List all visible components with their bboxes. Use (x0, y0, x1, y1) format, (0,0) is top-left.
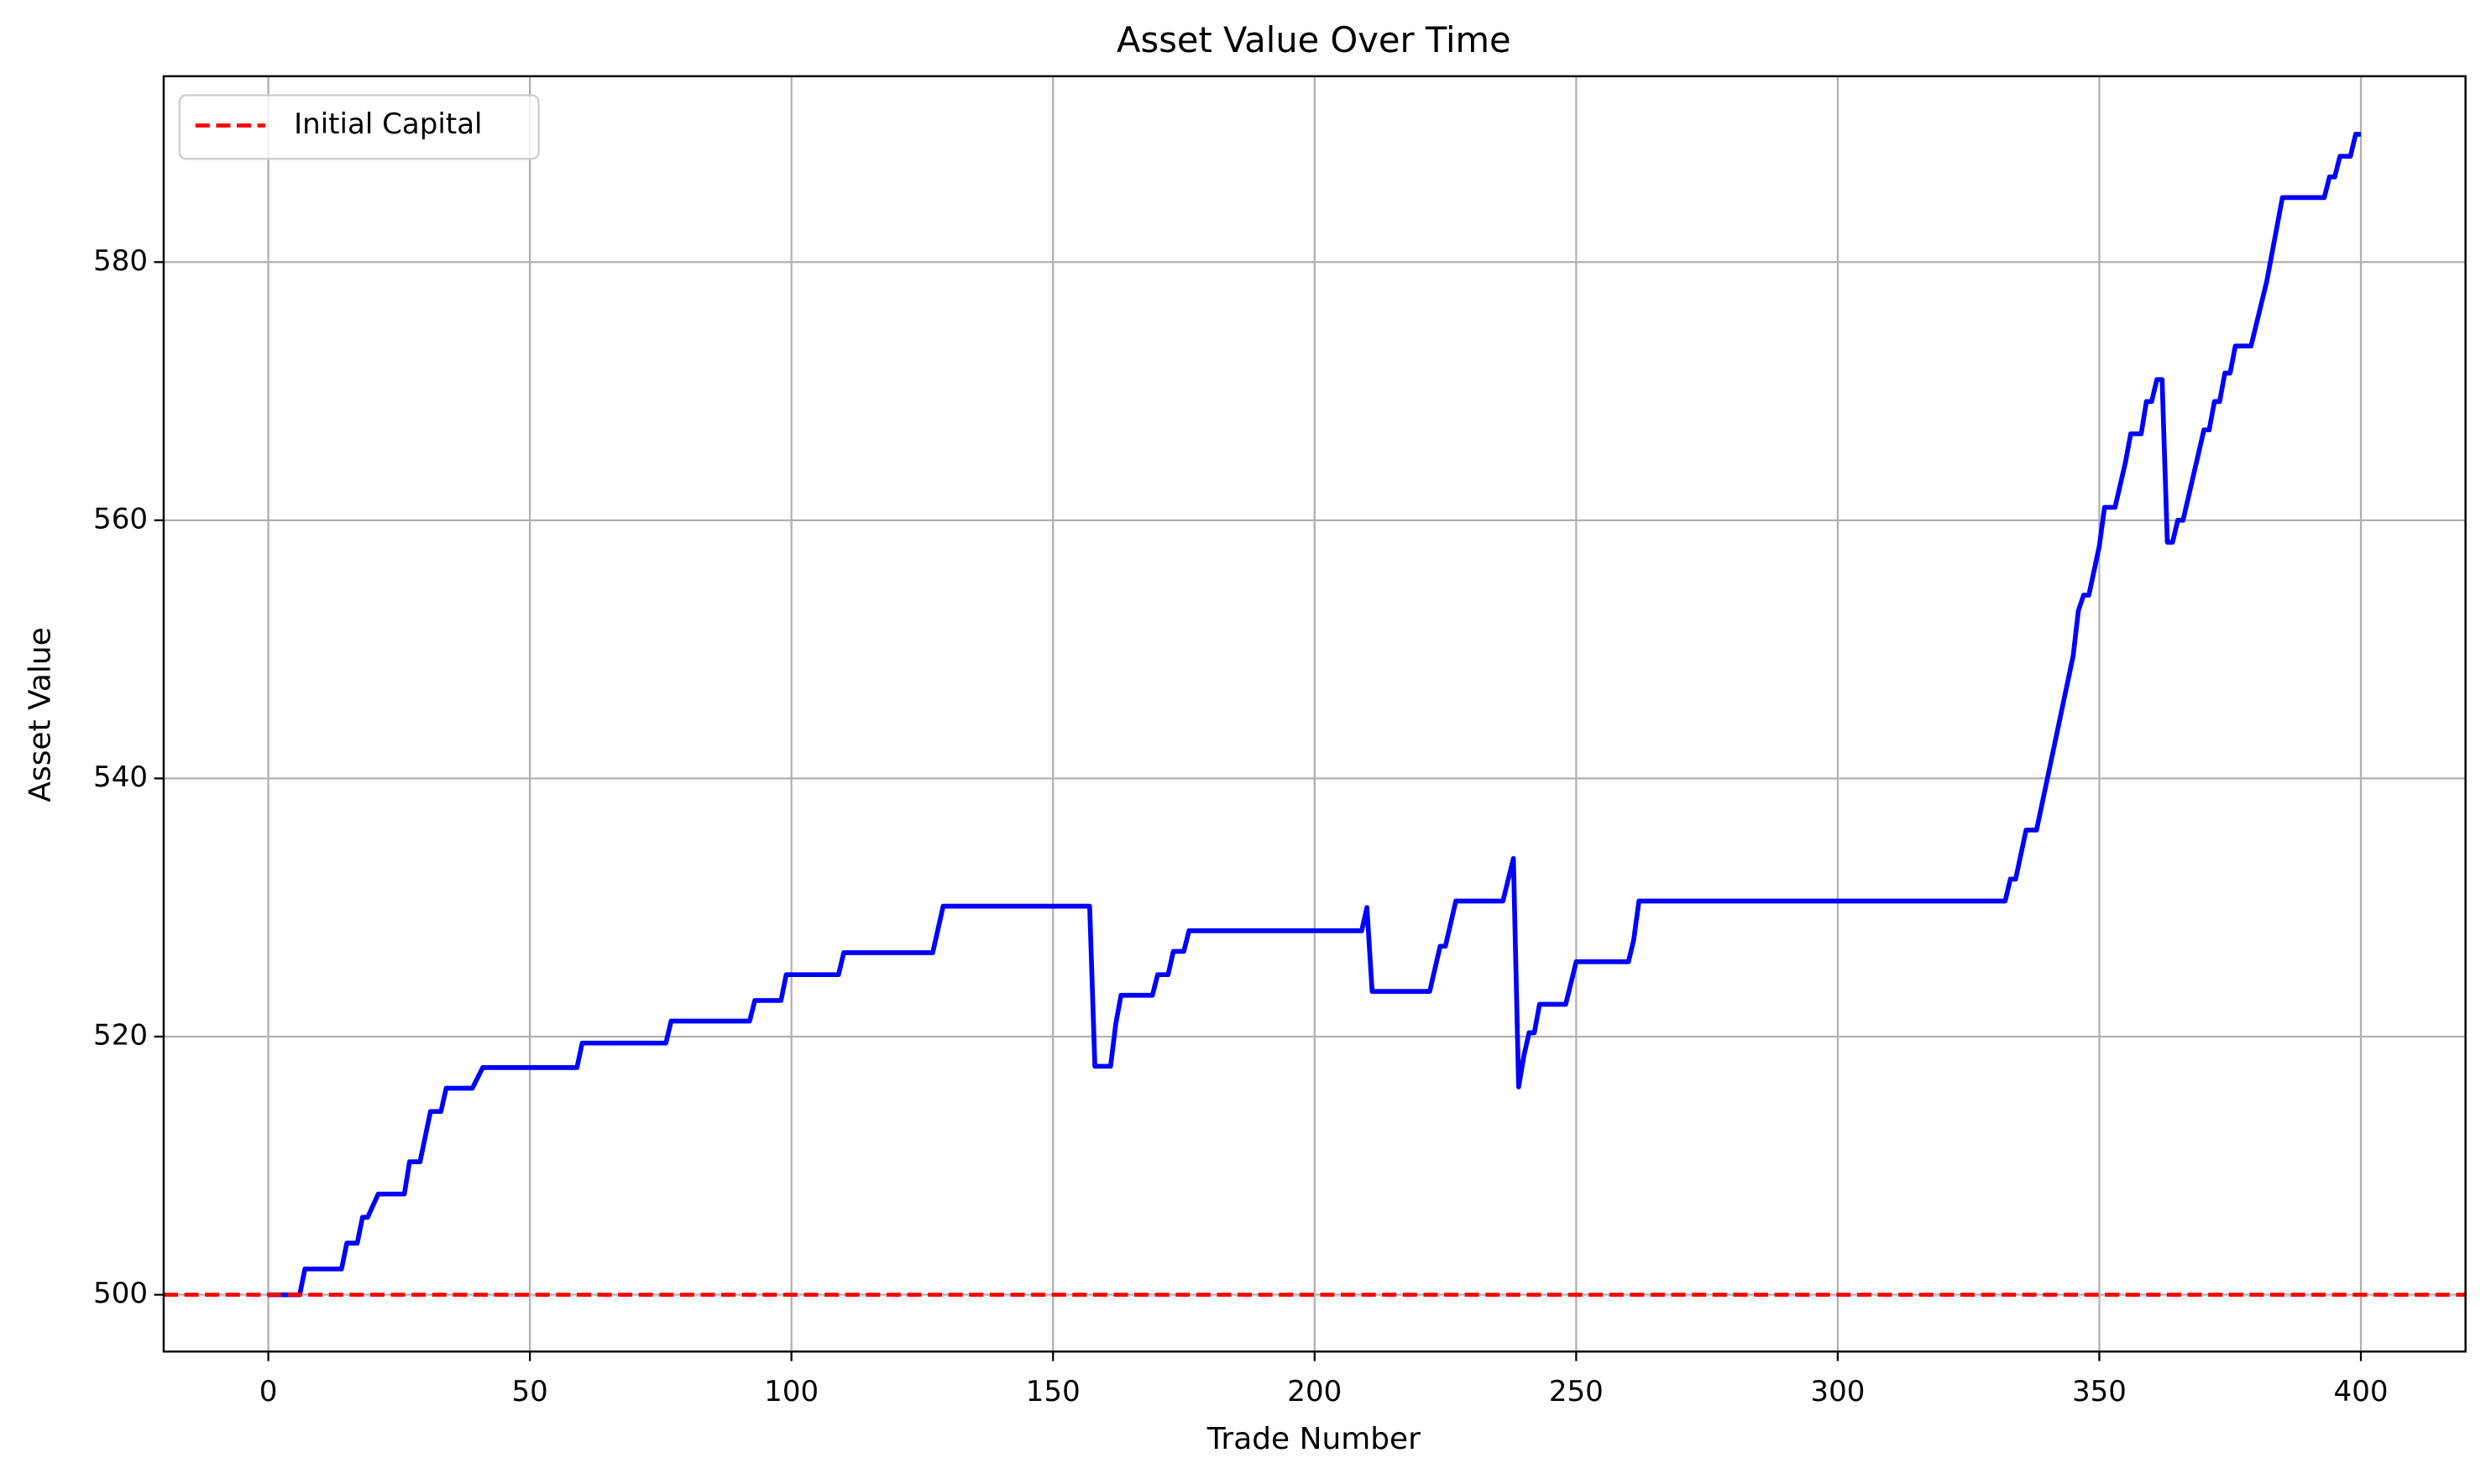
y-tick-label: 520 (93, 1018, 148, 1052)
x-tick-label: 0 (259, 1375, 278, 1408)
chart-title: Asset Value Over Time (1117, 19, 1511, 60)
x-tick-label: 150 (1026, 1375, 1081, 1408)
x-tick-label: 350 (2072, 1375, 2127, 1408)
x-tick-label: 100 (764, 1375, 819, 1408)
axes-frame (162, 75, 2467, 1353)
y-tick-label: 560 (93, 502, 148, 536)
y-tick-label: 580 (93, 244, 148, 278)
x-tick-label: 50 (511, 1375, 547, 1408)
legend-label: Initial Capital (294, 107, 482, 141)
legend-box (178, 94, 540, 160)
y-tick-label: 540 (93, 760, 148, 794)
x-tick-label: 250 (1549, 1375, 1604, 1408)
data-line (268, 132, 2362, 1298)
y-tick-label: 500 (93, 1277, 148, 1310)
x-tick-label: 200 (1287, 1375, 1342, 1408)
x-tick-label: 400 (2334, 1375, 2389, 1408)
x-tick-label: 300 (1810, 1375, 1865, 1408)
x-axis-label: Trade Number (1206, 1422, 1421, 1456)
y-axis-label: Asset Value (23, 627, 57, 802)
